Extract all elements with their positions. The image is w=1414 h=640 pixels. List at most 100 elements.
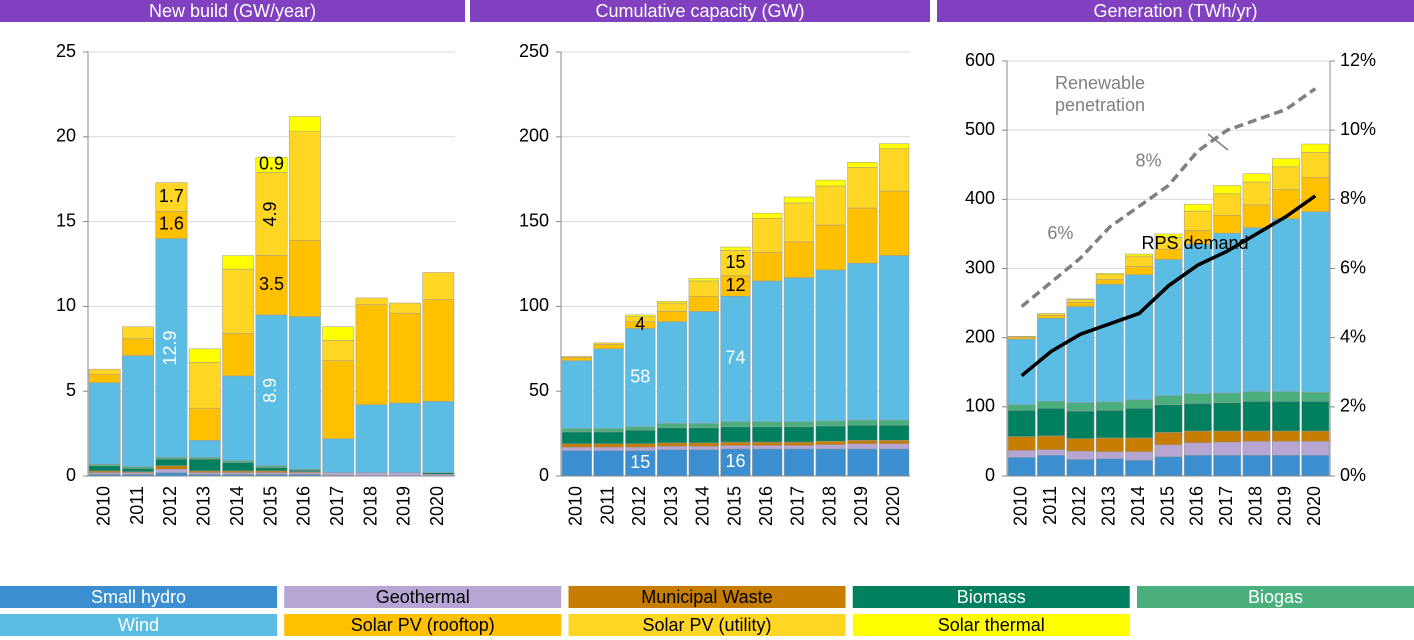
bar-segment (1154, 233, 1183, 238)
bar-segment (1213, 185, 1242, 195)
bar-segment (879, 143, 910, 149)
bar-segment (88, 463, 121, 467)
bar-segment (155, 472, 188, 477)
x-tick-label: 2012 (160, 486, 180, 526)
bar-segment (625, 314, 656, 317)
bar-segment (1183, 210, 1212, 231)
bar-segment (720, 421, 751, 428)
bar-segment (752, 445, 783, 450)
bar-segment (783, 277, 815, 422)
bar-segment (1007, 450, 1036, 458)
bar-segment (155, 211, 188, 239)
bar-segment (879, 443, 910, 450)
bar-segment (1066, 302, 1095, 307)
bar-segment (1213, 430, 1242, 443)
bar-segment (1125, 451, 1154, 461)
bar-segment (155, 458, 188, 467)
data-label: 1.6 (159, 214, 184, 234)
y-tick-label: 500 (965, 119, 995, 139)
bar-segment (1272, 391, 1300, 402)
bar-segment (815, 444, 846, 450)
bar-segment (720, 441, 751, 446)
x-tick-label: 2018 (1245, 486, 1265, 526)
bar-segment (593, 446, 624, 451)
bar-segment (1037, 401, 1065, 409)
line-series (1020, 194, 1317, 378)
bar-segment (815, 224, 846, 271)
x-tick-label: 2015 (1157, 486, 1177, 526)
bar-segment (1213, 402, 1242, 432)
bar-segment (815, 440, 846, 445)
data-label: 58 (630, 366, 650, 386)
bar-segment (1213, 392, 1242, 403)
bar-segment (88, 470, 121, 473)
bar-segment (879, 148, 910, 192)
bar-segment (355, 472, 388, 477)
bar-segment (222, 268, 255, 334)
bar-segment (1183, 430, 1212, 444)
bar-segment (656, 301, 688, 304)
bar-segment (625, 426, 656, 431)
data-label: 74 (725, 348, 745, 368)
x-tick-label: 2020 (1304, 486, 1324, 526)
bar-segment (847, 262, 878, 421)
bar-segment (1007, 404, 1036, 411)
bar-segment (879, 419, 910, 426)
bar-segment (1066, 298, 1095, 300)
bar-segment (561, 443, 592, 448)
x-tick-label: 2013 (661, 486, 681, 526)
bar-segment (656, 449, 688, 477)
bar-segment (1242, 204, 1271, 228)
bar-segment (1242, 173, 1271, 183)
y-tick-label: 150 (519, 210, 549, 230)
x-tick-label: 2020 (883, 486, 903, 526)
bar-segment (1272, 189, 1300, 219)
bar-segment (88, 465, 121, 472)
bar-segment (1125, 255, 1154, 267)
bar-segment (656, 442, 688, 447)
bar-segment (720, 445, 751, 450)
bar-segment (561, 446, 592, 451)
bar-segment (720, 246, 751, 251)
bar-segment (847, 161, 878, 168)
bar-segment (561, 360, 592, 429)
legend-swatch (284, 614, 562, 636)
bar-segment (1301, 211, 1330, 393)
bar-segment (1095, 401, 1124, 411)
bar-segment (389, 472, 421, 477)
bar-segment (783, 445, 815, 450)
bar-segment (322, 472, 355, 476)
bar-segment (879, 448, 910, 477)
y-tick-label: 25 (56, 41, 76, 61)
bar-segment (1125, 274, 1154, 401)
bar-segment (1125, 459, 1154, 477)
bar-segment (288, 131, 321, 241)
bar-segment (688, 280, 719, 297)
x-tick-label: 2018 (819, 486, 839, 526)
bar-segment (88, 382, 121, 465)
bar-segment (656, 321, 688, 424)
bar-segment (1242, 455, 1271, 477)
bar-segment (389, 302, 421, 314)
legend-swatch (568, 614, 846, 636)
bar-segment (155, 465, 188, 470)
y-tick-label: 0 (985, 465, 995, 485)
bar-segment (1095, 410, 1124, 439)
bar-segment (625, 443, 656, 448)
bar-segment (561, 450, 592, 477)
bar-segment (1037, 435, 1065, 450)
x-tick-label: 2012 (629, 486, 649, 526)
bar-segment (783, 202, 815, 243)
bar-segment (815, 448, 846, 477)
bar-segment (688, 446, 719, 450)
bar-segment (688, 442, 719, 447)
bar-segment (155, 468, 188, 473)
bar-segment (1125, 437, 1154, 453)
x-tick-label: 2018 (360, 486, 380, 526)
bar-segment (561, 356, 592, 358)
y-tick-label: 200 (519, 126, 549, 146)
bar-segment (288, 116, 321, 132)
y-tick-label: 50 (529, 380, 549, 400)
bar-segment (288, 240, 321, 317)
